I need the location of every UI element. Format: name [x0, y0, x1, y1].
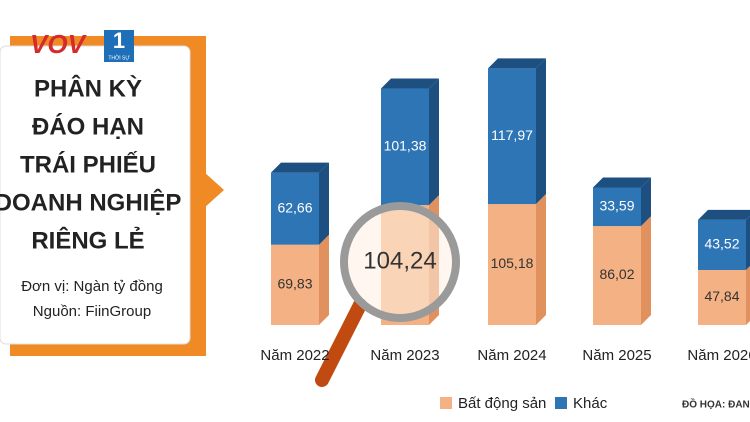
magnifier	[315, 202, 460, 387]
value-label: 33,59	[599, 197, 634, 213]
legend-label: Khác	[573, 395, 608, 412]
bar-front	[488, 68, 536, 205]
bar-side	[536, 194, 546, 325]
logo-channel: 1	[113, 28, 125, 53]
legend-swatch	[555, 397, 567, 409]
value-label: 62,66	[277, 199, 312, 215]
value-label: 105,18	[491, 255, 534, 271]
value-labels: 69,83 62,66 Năm 2022 104,24 101,38 Năm 2023 10…	[260, 127, 750, 364]
bar-segment	[698, 209, 750, 270]
panel-arrow	[204, 172, 224, 208]
value-label: 43,52	[704, 236, 739, 252]
bar-side	[746, 215, 750, 270]
bar-side	[536, 58, 546, 205]
magnifier-lens	[340, 202, 460, 322]
bar-front	[271, 244, 319, 325]
bar-front	[593, 187, 641, 227]
title-line: ĐÁO HẠN	[32, 112, 144, 140]
bar-front	[698, 219, 746, 270]
value-label: 117,97	[491, 127, 533, 143]
bar-front	[271, 172, 319, 245]
x-tick-label: Năm 2026	[687, 347, 750, 364]
bar-side	[429, 78, 439, 206]
bar-side	[641, 216, 651, 325]
title-line: TRÁI PHIẾU	[20, 150, 156, 178]
source: Nguồn: FiinGroup	[33, 303, 151, 320]
bar-side	[319, 162, 329, 245]
title-line: DOANH NGHIỆP	[0, 188, 181, 216]
value-label: 69,83	[277, 276, 312, 292]
legend-swatch	[440, 397, 452, 409]
bar-front	[381, 88, 429, 206]
x-tick-label: Năm 2022	[260, 347, 329, 364]
bar-top	[381, 78, 439, 89]
bar-segment	[698, 265, 750, 325]
legend: Bất động sản Khác	[440, 395, 608, 412]
bar-top	[593, 177, 651, 188]
bar-segment	[271, 234, 329, 325]
bar-side	[319, 234, 329, 325]
panel	[0, 45, 191, 345]
credit: ĐỒ HỌA: ĐAN	[682, 398, 750, 411]
bar-front	[593, 226, 641, 325]
title-line: RIÊNG LẺ	[31, 225, 144, 254]
value-label: 86,02	[599, 266, 634, 282]
value-label: 104,24	[363, 247, 436, 274]
bar-top	[698, 209, 750, 220]
logo-tagline: THỜI SỰ	[108, 54, 130, 61]
bar-top	[488, 58, 546, 69]
logo-brand: VOV	[30, 29, 88, 59]
bar-side	[641, 177, 651, 227]
magnifier-handle	[315, 298, 367, 387]
bar-segment	[488, 58, 546, 205]
logo-box	[104, 30, 134, 62]
bar-segment	[593, 216, 651, 325]
value-label: 47,84	[704, 288, 739, 304]
bar-side	[746, 265, 750, 325]
bar-segment	[593, 177, 651, 227]
bar-segment	[271, 162, 329, 245]
bar-top	[271, 162, 329, 173]
legend-label: Bất động sản	[458, 395, 546, 412]
bar-front	[698, 269, 746, 325]
bar-segment	[381, 78, 439, 206]
value-label: 101,38	[384, 138, 427, 154]
bar-segment	[488, 194, 546, 325]
x-tick-label: Năm 2025	[582, 347, 651, 364]
bar-front	[488, 204, 536, 325]
title-line: PHÂN KỲ	[34, 74, 142, 102]
x-tick-label: Năm 2024	[477, 347, 546, 364]
title: PHÂN KỲ ĐÁO HẠN TRÁI PHIẾU DOANH NGHIỆP RIÊN…	[0, 74, 181, 254]
unit: Đơn vị: Ngàn tỷ đồng	[21, 278, 163, 295]
x-tick-label: Năm 2023	[370, 347, 439, 364]
